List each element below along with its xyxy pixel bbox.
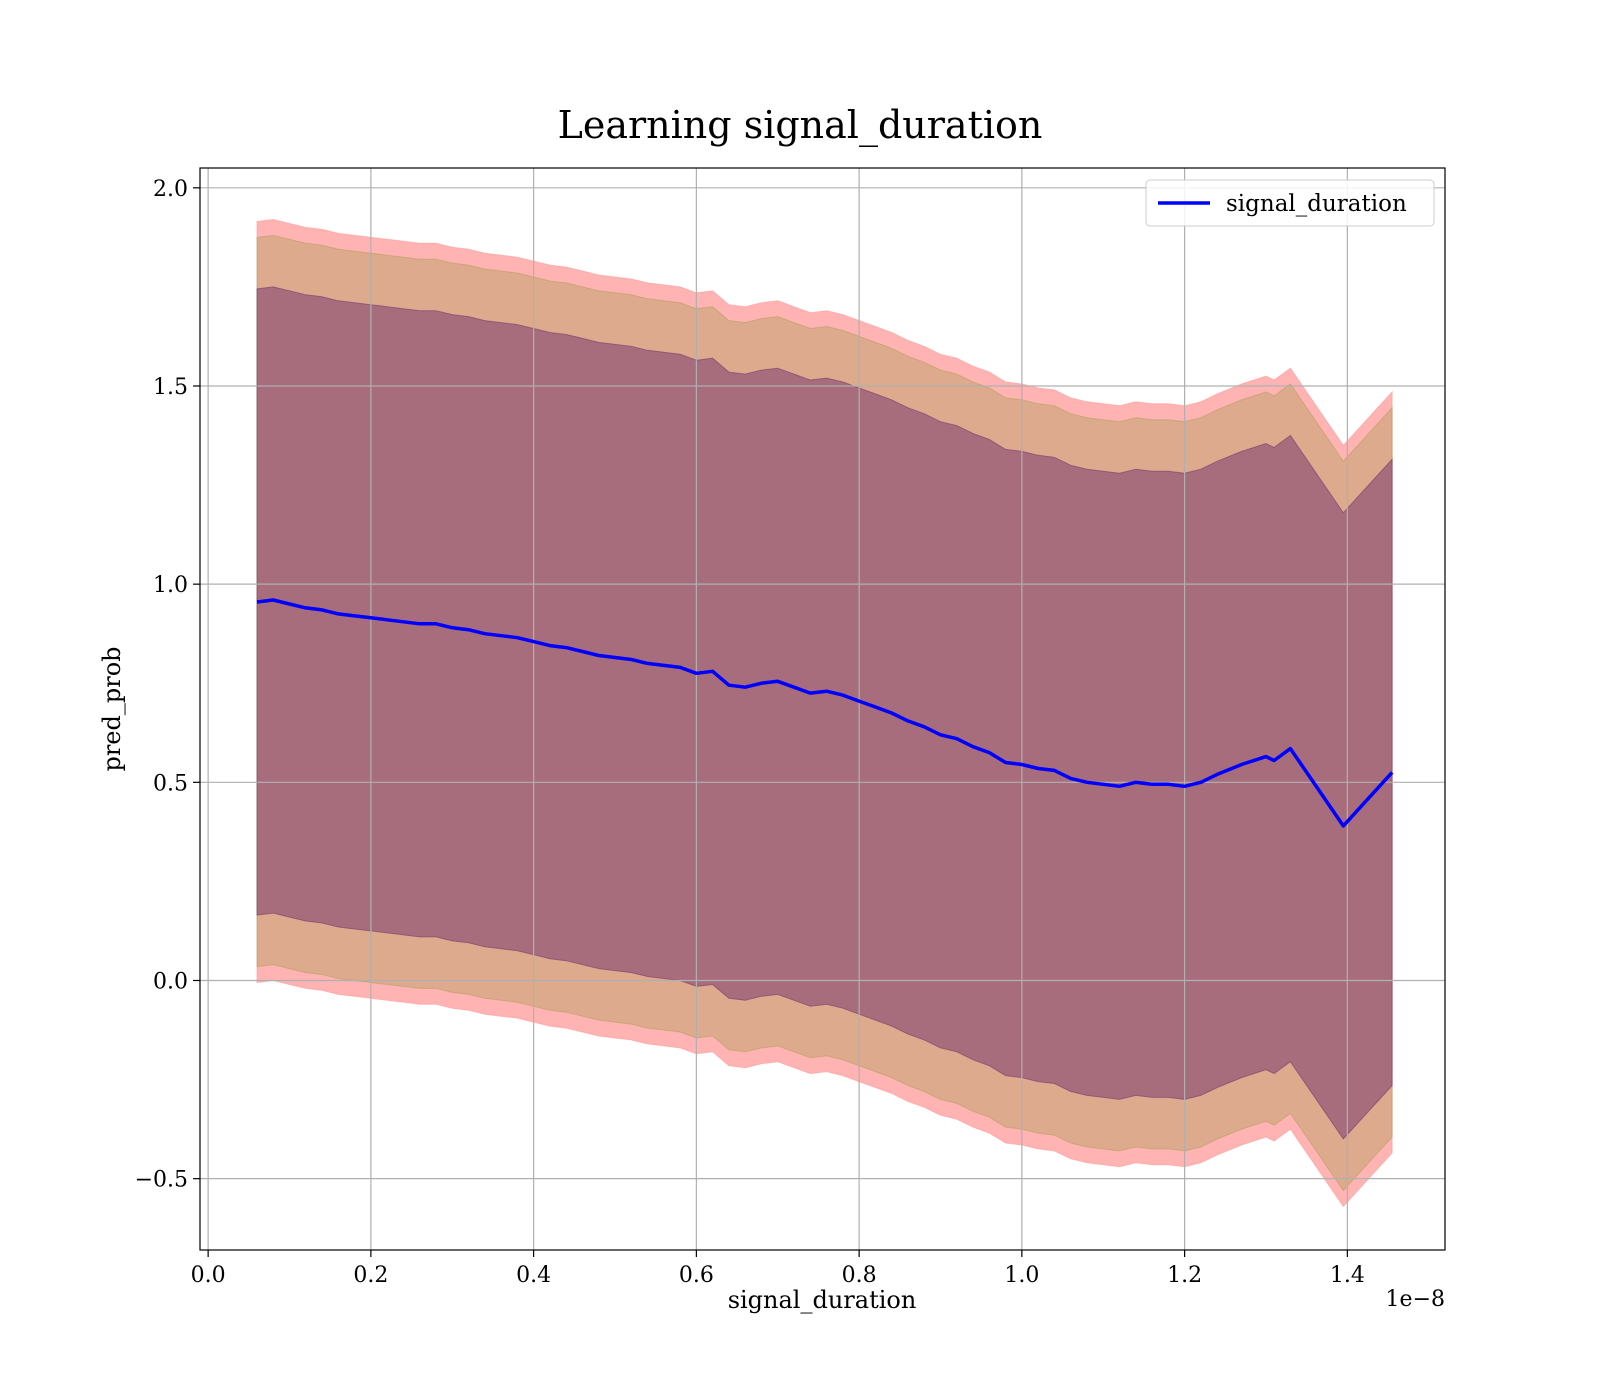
y-tick-label-1: 0.0	[153, 969, 188, 994]
x-axis-scale-label: 1e−8	[1386, 1287, 1445, 1312]
x-tick-label-1: 0.2	[353, 1263, 388, 1288]
plot-frame	[199, 167, 1446, 1251]
x-tick-label-0: 0.0	[191, 1263, 226, 1288]
confidence-band-3	[256, 286, 1393, 1140]
y-axis-ticks: −0.5 0.0 0.5 1.0 1.5 2.0	[135, 177, 200, 1193]
series-line-signal-duration	[256, 598, 1394, 828]
y-tick-label-2: 0.5	[153, 771, 188, 796]
legend-entry: signal_duration	[1226, 191, 1407, 217]
x-tick-label-3: 0.6	[679, 1263, 714, 1288]
y-tick-label-0: −0.5	[135, 1168, 188, 1193]
series-lines	[256, 598, 1394, 828]
x-tick-label-7: 1.4	[1330, 1263, 1365, 1288]
y-tick-label-4: 1.5	[153, 375, 188, 400]
y-axis-label: pred_prob	[98, 646, 126, 771]
chart-title: Learning signal_duration	[558, 103, 1043, 148]
x-axis-label: signal_duration	[728, 1286, 917, 1314]
x-tick-label-6: 1.2	[1167, 1263, 1202, 1288]
x-tick-label-4: 0.8	[842, 1263, 877, 1288]
x-tick-label-2: 0.4	[516, 1263, 551, 1288]
legend-box	[1145, 179, 1435, 227]
confidence-bands	[256, 218, 1393, 1208]
y-tick-label-3: 1.0	[153, 573, 188, 598]
grid-lines	[200, 168, 1445, 1250]
x-tick-label-5: 1.0	[1004, 1263, 1039, 1288]
legend: signal_duration	[1145, 179, 1435, 227]
x-axis-ticks: 0.0 0.2 0.4 0.6 0.8 1.0 1.2 1.4	[191, 1250, 1365, 1288]
y-tick-label-5: 2.0	[153, 177, 188, 202]
